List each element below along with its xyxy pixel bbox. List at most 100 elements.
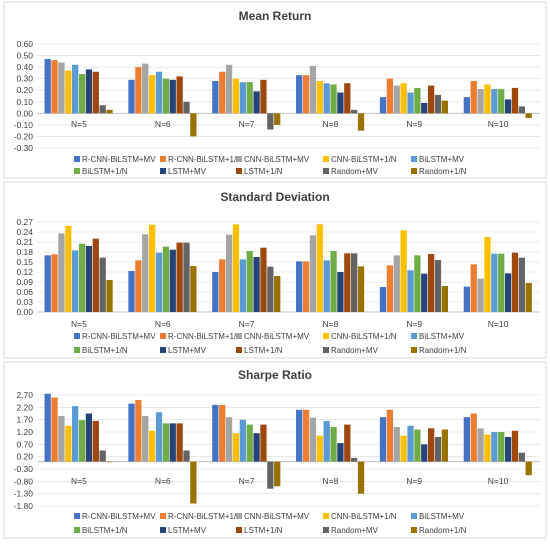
bar-random-plus-1-over-n-n9 [441, 100, 449, 114]
legend-label: Random+1/N [419, 167, 467, 176]
legend-swatch [323, 527, 329, 533]
legend-entry-r-cnn-bilstm-plus-mv: R-CNN-BiLSTM+MV [74, 332, 156, 341]
legend-swatch [411, 513, 417, 519]
bar-lstm-plus-mv-n9 [421, 444, 428, 462]
bar-bilstm-plus-1-over-n-n6 [162, 78, 170, 114]
legend-label: LSTM+1/N [244, 346, 283, 355]
legend-label: CNN-BiLSTM+MV [244, 332, 310, 341]
bar-lstm-plus-mv-n7 [253, 433, 260, 462]
bar-cnn-bilstm-plus-mv-n6 [142, 63, 149, 114]
bar-lstm-plus-mv-n7 [253, 257, 260, 312]
legend-entry-cnn-bilstm-plus-1-over-n: CNN-BiLSTM+1/N [323, 332, 397, 341]
category-label: N=9 [406, 476, 422, 486]
bar-bilstm-plus-1-over-n-n5 [78, 74, 86, 114]
bar-lstm-plus-1-over-n-n5 [92, 238, 99, 312]
bar-r-cnn-bilstm-plus-1-over-n-n9 [386, 409, 394, 462]
bar-cnn-bilstm-plus-1-over-n-n8 [316, 80, 323, 114]
bar-cnn-bilstm-plus-mv-n7 [225, 64, 233, 114]
bar-r-cnn-bilstm-plus-mv-n8 [296, 261, 303, 312]
bar-random-plus-mv-n7 [267, 266, 274, 312]
bar-lstm-plus-1-over-n-n10 [511, 87, 519, 114]
y-tick-label: 0.06 [16, 287, 33, 297]
y-tick-label: -0.30 [14, 464, 34, 474]
legend-entry-random-plus-mv: Random+MV [323, 526, 379, 535]
bar-cnn-bilstm-plus-1-over-n-n7 [232, 78, 240, 114]
y-tick-label: -1.80 [14, 501, 34, 511]
chart-title: Standard Deviation [220, 190, 329, 204]
legend-entry-bilstm-plus-1-over-n: BiLSTM+1/N [74, 167, 128, 176]
legend-entry-bilstm-plus-1-over-n: BiLSTM+1/N [74, 526, 128, 535]
legend-label: R-CNN-BiLSTM+MV [82, 155, 156, 164]
legend-entry-random-plus-1-over-n: Random+1/N [411, 167, 467, 176]
bar-lstm-plus-mv-n7 [253, 91, 260, 114]
legend-swatch [236, 513, 242, 519]
bar-r-cnn-bilstm-plus-mv-n6 [128, 79, 135, 114]
y-tick-label: 0.03 [16, 297, 33, 307]
bar-random-plus-mv-n5 [99, 450, 106, 462]
bar-r-cnn-bilstm-plus-1-over-n-n7 [219, 71, 226, 114]
bar-random-plus-mv-n6 [183, 450, 190, 462]
legend-label: BiLSTM+1/N [82, 167, 128, 176]
legend-label: LSTM+1/N [244, 526, 283, 535]
bar-r-cnn-bilstm-plus-mv-n5 [44, 59, 51, 114]
bar-random-plus-1-over-n-n7 [274, 461, 281, 487]
bar-cnn-bilstm-plus-1-over-n-n6 [149, 75, 156, 114]
bar-bilstm-plus-mv-n10 [491, 253, 498, 312]
legend-label: LSTM+MV [168, 346, 207, 355]
y-tick-label: 0.00 [16, 108, 33, 118]
legend-entry-r-cnn-bilstm-plus-1-over-n: R-CNN-BiLSTM+1/N [160, 155, 242, 164]
bar-cnn-bilstm-plus-1-over-n-n9 [400, 435, 407, 462]
bar-r-cnn-bilstm-plus-mv-n7 [212, 404, 219, 462]
bar-cnn-bilstm-plus-mv-n8 [309, 417, 317, 462]
bar-cnn-bilstm-plus-1-over-n-n9 [400, 230, 407, 312]
bar-random-plus-1-over-n-n6 [190, 266, 197, 312]
bar-cnn-bilstm-plus-mv-n8 [309, 65, 317, 114]
y-tick-label: 0.15 [16, 257, 33, 267]
legend-label: R-CNN-BiLSTM+MV [82, 332, 156, 341]
bar-bilstm-plus-1-over-n-n10 [498, 253, 505, 312]
bar-random-plus-1-over-n-n8 [357, 461, 365, 494]
bar-cnn-bilstm-plus-1-over-n-n5 [65, 226, 72, 312]
bar-cnn-bilstm-plus-mv-n6 [142, 234, 149, 312]
bar-lstm-plus-mv-n8 [337, 443, 344, 462]
legend-swatch [74, 347, 80, 353]
bar-bilstm-plus-1-over-n-n7 [246, 251, 253, 312]
bar-cnn-bilstm-plus-mv-n7 [225, 234, 233, 312]
legend-label: CNN-BiLSTM+1/N [331, 155, 397, 164]
legend-label: LSTM+MV [168, 526, 207, 535]
bar-bilstm-plus-mv-n8 [323, 260, 330, 312]
bar-random-plus-1-over-n-n10 [525, 461, 532, 476]
bar-random-plus-1-over-n-n8 [357, 113, 365, 131]
bar-lstm-plus-mv-n6 [169, 79, 176, 114]
bar-lstm-plus-mv-n5 [85, 246, 93, 312]
y-tick-label: 0.40 [16, 62, 33, 72]
category-label: N=8 [322, 476, 338, 486]
bar-random-plus-mv-n9 [434, 260, 442, 312]
category-label: N=10 [488, 319, 509, 329]
bar-r-cnn-bilstm-plus-1-over-n-n10 [470, 413, 477, 462]
bar-lstm-plus-mv-n10 [504, 436, 512, 462]
y-tick-label: 0.10 [16, 97, 33, 107]
legend-swatch [323, 168, 329, 174]
legend-entry-random-plus-1-over-n: Random+1/N [411, 526, 467, 535]
category-label: N=5 [71, 476, 87, 486]
bar-bilstm-plus-mv-n10 [491, 432, 498, 462]
bar-cnn-bilstm-plus-mv-n10 [477, 278, 484, 312]
legend-label: Random+MV [331, 346, 379, 355]
y-tick-label: 1.70 [16, 415, 33, 425]
legend-label: R-CNN-BiLSTM+1/N [168, 155, 242, 164]
legend-label: R-CNN-BiLSTM+1/N [168, 512, 242, 521]
bar-random-plus-mv-n9 [434, 436, 442, 462]
chart-title: Sharpe Ratio [238, 368, 312, 382]
y-tick-label: 1.20 [16, 427, 33, 437]
bar-r-cnn-bilstm-plus-1-over-n-n8 [302, 261, 310, 312]
bar-r-cnn-bilstm-plus-1-over-n-n10 [470, 264, 477, 312]
legend-label: Random+MV [331, 526, 379, 535]
bar-r-cnn-bilstm-plus-1-over-n-n6 [135, 399, 142, 462]
bar-cnn-bilstm-plus-1-over-n-n10 [484, 84, 491, 114]
panel-frame [3, 181, 547, 359]
bar-bilstm-plus-mv-n9 [407, 92, 414, 114]
legend-label: BiLSTM+MV [419, 155, 465, 164]
legend-label: Random+1/N [419, 526, 467, 535]
